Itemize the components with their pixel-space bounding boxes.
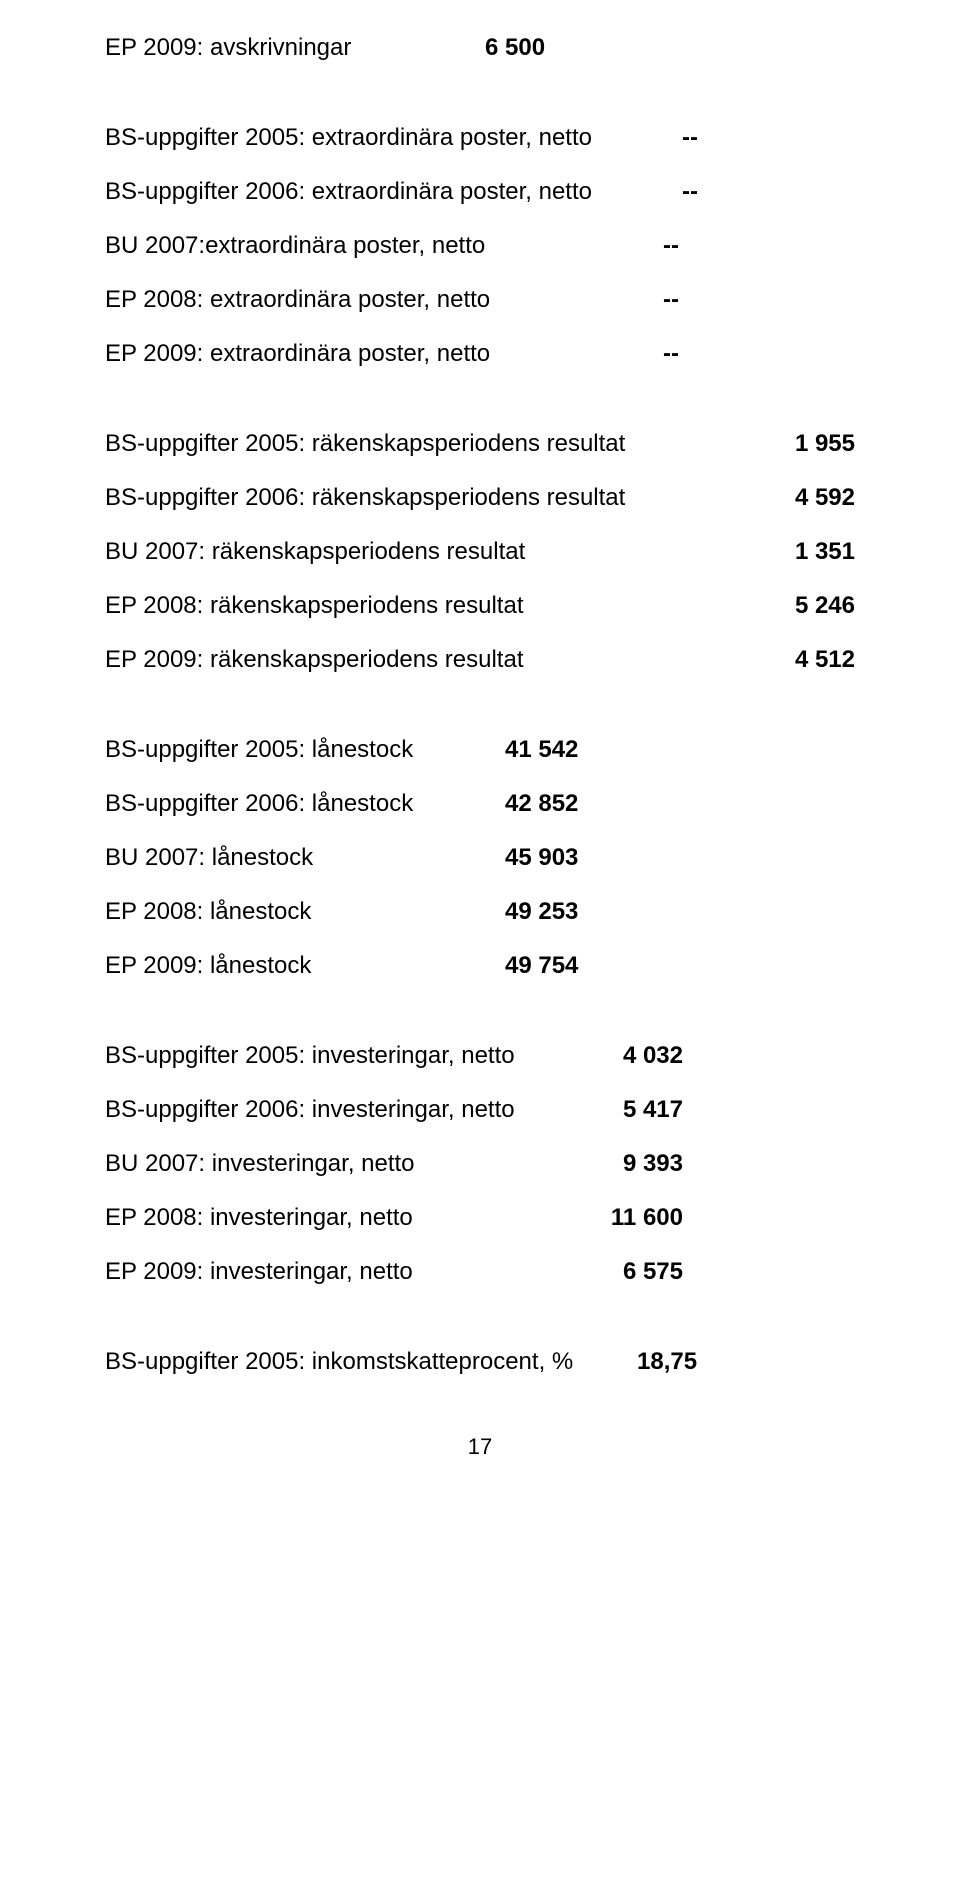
data-row: BS-uppgifter 2006: räkenskapsperiodens r… (105, 480, 855, 516)
row-label: BS-uppgifter 2005: inkomstskatteprocent,… (105, 1344, 573, 1380)
row-value: -- (682, 120, 698, 156)
row-label: EP 2008: extraordinära poster, netto (105, 282, 490, 318)
row-label: BS-uppgifter 2005: lånestock (105, 732, 413, 768)
row-value: -- (663, 282, 679, 318)
row-value: -- (663, 228, 679, 264)
data-row: BS-uppgifter 2005: extraordinära poster,… (105, 120, 855, 156)
data-row: BS-uppgifter 2006: investeringar, netto … (105, 1092, 855, 1128)
row-label: BS-uppgifter 2006: räkenskapsperiodens r… (105, 480, 625, 516)
row-value: 1 955 (775, 426, 855, 462)
row-value: 6 500 (485, 30, 545, 66)
document-page: EP 2009: avskrivningar 6 500 BS-uppgifte… (0, 0, 960, 1493)
row-value: 4 512 (775, 642, 855, 678)
row-value: 4 592 (775, 480, 855, 516)
data-row: BU 2007: lånestock 45 903 (105, 840, 855, 876)
data-row: EP 2009: investeringar, netto 6 575 (105, 1254, 855, 1290)
row-label: EP 2008: räkenskapsperiodens resultat (105, 588, 524, 624)
row-label: BU 2007: lånestock (105, 840, 313, 876)
row-value: 9 393 (623, 1146, 683, 1182)
row-label: BU 2007: investeringar, netto (105, 1146, 415, 1182)
row-label: EP 2009: avskrivningar (105, 30, 351, 66)
data-row: BS-uppgifter 2006: lånestock 42 852 (105, 786, 855, 822)
page-number: 17 (105, 1430, 855, 1463)
data-row: BS-uppgifter 2006: extraordinära poster,… (105, 174, 855, 210)
row-value: -- (663, 336, 679, 372)
row-label: BS-uppgifter 2005: investeringar, netto (105, 1038, 515, 1074)
spacer (105, 1002, 855, 1038)
data-row: EP 2008: lånestock 49 253 (105, 894, 855, 930)
row-value: 18,75 (637, 1344, 697, 1380)
row-value: -- (682, 174, 698, 210)
data-row: EP 2009: lånestock 49 754 (105, 948, 855, 984)
row-label: EP 2009: investeringar, netto (105, 1254, 413, 1290)
row-value: 11 600 (611, 1200, 683, 1236)
row-label: BS-uppgifter 2006: investeringar, netto (105, 1092, 515, 1128)
data-row: EP 2008: räkenskapsperiodens resultat 5 … (105, 588, 855, 624)
row-label: BS-uppgifter 2006: lånestock (105, 786, 413, 822)
data-row: BS-uppgifter 2005: lånestock 41 542 (105, 732, 855, 768)
data-row: BS-uppgifter 2005: räkenskapsperiodens r… (105, 426, 855, 462)
data-row: EP 2009: räkenskapsperiodens resultat 4 … (105, 642, 855, 678)
spacer (105, 84, 855, 120)
data-row: EP 2009: extraordinära poster, netto -- (105, 336, 855, 372)
row-value: 45 903 (505, 840, 578, 876)
row-value: 1 351 (775, 534, 855, 570)
row-value: 5 246 (775, 588, 855, 624)
row-value: 49 253 (505, 894, 578, 930)
data-row: BS-uppgifter 2005: investeringar, netto … (105, 1038, 855, 1074)
row-label: BS-uppgifter 2006: extraordinära poster,… (105, 174, 592, 210)
row-label: EP 2009: lånestock (105, 948, 311, 984)
row-value: 5 417 (623, 1092, 683, 1128)
row-label: EP 2008: investeringar, netto (105, 1200, 413, 1236)
row-label: EP 2009: extraordinära poster, netto (105, 336, 490, 372)
spacer (105, 1308, 855, 1344)
row-label: BU 2007:extraordinära poster, netto (105, 228, 485, 264)
row-value: 49 754 (505, 948, 578, 984)
data-row: BU 2007:extraordinära poster, netto -- (105, 228, 855, 264)
data-row: EP 2008: investeringar, netto 11 600 (105, 1200, 855, 1236)
row-label: BS-uppgifter 2005: extraordinära poster,… (105, 120, 592, 156)
row-value: 42 852 (505, 786, 578, 822)
row-value: 4 032 (623, 1038, 683, 1074)
spacer (105, 696, 855, 732)
row-value: 41 542 (505, 732, 578, 768)
data-row: EP 2009: avskrivningar 6 500 (105, 30, 855, 66)
data-row: BU 2007: investeringar, netto 9 393 (105, 1146, 855, 1182)
row-label: EP 2009: räkenskapsperiodens resultat (105, 642, 524, 678)
row-label: EP 2008: lånestock (105, 894, 311, 930)
spacer (105, 390, 855, 426)
data-row: BU 2007: räkenskapsperiodens resultat 1 … (105, 534, 855, 570)
row-label: BU 2007: räkenskapsperiodens resultat (105, 534, 525, 570)
row-label: BS-uppgifter 2005: räkenskapsperiodens r… (105, 426, 625, 462)
data-row: EP 2008: extraordinära poster, netto -- (105, 282, 855, 318)
data-row: BS-uppgifter 2005: inkomstskatteprocent,… (105, 1344, 855, 1380)
row-value: 6 575 (623, 1254, 683, 1290)
